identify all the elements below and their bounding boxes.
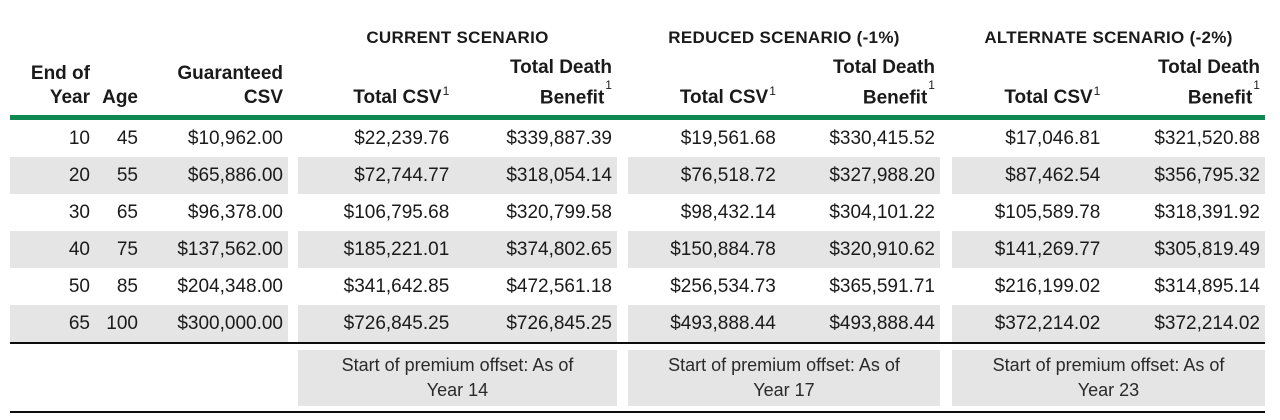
cell-year: 40: [68, 238, 90, 260]
cell-current-death-benefit: $320,799.58: [506, 201, 612, 223]
cell-current-death-benefit: $339,887.39: [506, 127, 612, 149]
cell-age: 65: [116, 201, 138, 223]
table-row: 65 100 $300,000.00 $726,845.25 $726,845.…: [10, 305, 1265, 343]
cell-alternate-total-csv: $105,589.78: [994, 201, 1101, 223]
cell-guaranteed-csv: $96,378.00: [187, 201, 283, 223]
cell-reduced-total-csv: $150,884.78: [670, 238, 776, 260]
cell-age: 85: [116, 275, 138, 297]
cell-current-death-benefit: $374,802.65: [506, 238, 612, 260]
cell-alternate-death-benefit: $305,819.49: [1154, 238, 1260, 260]
footer-spacer: [10, 350, 288, 406]
table-row: 10 45 $10,962.00 $22,239.76 $339,887.39 …: [10, 120, 1265, 157]
header-current-total-death-benefit: Total Death Benefit1: [509, 57, 612, 109]
cell-guaranteed-csv: $65,886.00: [187, 164, 283, 186]
header-end-of-year: End of Year: [30, 63, 90, 109]
cell-reduced-death-benefit: $320,910.62: [829, 238, 935, 260]
cell-current-total-csv: $341,642.85: [343, 275, 450, 297]
header-guaranteed-csv: Guaranteed CSV: [177, 63, 283, 109]
cell-current-total-csv: $22,239.76: [354, 127, 450, 149]
cell-alternate-death-benefit: $314,895.14: [1154, 275, 1260, 297]
premium-offset-alternate: Start of premium offset: As of Year 23: [952, 350, 1265, 407]
cell-current-death-benefit: $472,561.18: [506, 275, 612, 297]
table-bottom-rule: [10, 411, 1265, 414]
cell-age: 45: [116, 127, 138, 149]
scenario-title-current: CURRENT SCENARIO: [366, 28, 549, 47]
cell-reduced-death-benefit: $365,591.71: [829, 275, 935, 297]
cell-alternate-total-csv: $141,269.77: [994, 238, 1101, 260]
cell-year: 30: [68, 201, 90, 223]
header-reduced-total-death-benefit: Total Death Benefit1: [832, 57, 935, 109]
cell-alternate-total-csv: $87,462.54: [1005, 164, 1101, 186]
cell-reduced-total-csv: $493,888.44: [670, 312, 776, 334]
cell-alternate-death-benefit: $356,795.32: [1154, 164, 1260, 186]
cell-current-death-benefit: $726,845.25: [506, 312, 612, 334]
column-header-row: End of Year Age Guaranteed CSV Total CSV…: [10, 56, 1265, 110]
footnote-marker: 1: [769, 84, 776, 99]
cell-year: 50: [68, 275, 90, 297]
table-row: 50 85 $204,348.00 $341,642.85 $472,561.1…: [10, 268, 1265, 305]
header-alternate-total-csv: Total CSV 1: [952, 56, 1105, 110]
cell-reduced-death-benefit: $327,988.20: [829, 164, 935, 186]
cell-reduced-total-csv: $76,518.72: [680, 164, 776, 186]
cell-alternate-death-benefit: $321,520.88: [1154, 127, 1260, 149]
scenario-title-reduced: REDUCED SCENARIO (-1%): [668, 28, 900, 47]
scenario-comparison-table: CURRENT SCENARIO REDUCED SCENARIO (-1%) …: [10, 0, 1265, 414]
footnote-marker: 1: [928, 78, 935, 92]
cell-reduced-death-benefit: $330,415.52: [829, 127, 935, 149]
scenario-titles-row: CURRENT SCENARIO REDUCED SCENARIO (-1%) …: [10, 0, 1265, 49]
header-alternate-total-death-benefit: Total Death Benefit1: [1157, 57, 1260, 109]
cell-guaranteed-csv: $204,348.00: [177, 275, 283, 297]
cell-alternate-total-csv: $17,046.81: [1005, 127, 1101, 149]
premium-offset-current: Start of premium offset: As of Year 14: [298, 350, 617, 407]
table-row: 40 75 $137,562.00 $185,221.01 $374,802.6…: [10, 231, 1265, 269]
cell-reduced-total-csv: $19,561.68: [680, 127, 776, 149]
title-spacer: [10, 27, 288, 49]
table-body: 10 45 $10,962.00 $22,239.76 $339,887.39 …: [10, 120, 1265, 343]
cell-reduced-death-benefit: $493,888.44: [829, 312, 935, 334]
cell-reduced-death-benefit: $304,101.22: [829, 201, 935, 223]
premium-offset-row: Start of premium offset: As of Year 14 S…: [10, 350, 1265, 407]
cell-alternate-death-benefit: $318,391.92: [1154, 201, 1260, 223]
cell-current-total-csv: $185,221.01: [343, 238, 450, 260]
footnote-marker: 1: [442, 84, 450, 99]
table-row: 30 65 $96,378.00 $106,795.68 $320,799.58…: [10, 194, 1265, 231]
premium-offset-reduced: Start of premium offset: As of Year 17: [628, 350, 940, 407]
cell-age: 75: [116, 238, 138, 260]
cell-alternate-total-csv: $372,214.02: [994, 312, 1101, 334]
table-row: 20 55 $65,886.00 $72,744.77 $318,054.14 …: [10, 157, 1265, 195]
cell-current-death-benefit: $318,054.14: [506, 164, 612, 186]
cell-current-total-csv: $72,744.77: [354, 164, 450, 186]
body-bottom-rule: [10, 342, 1265, 345]
header-divider-rule: [10, 115, 1265, 121]
cell-year: 10: [68, 127, 90, 149]
cell-year: 20: [68, 164, 90, 186]
header-age: Age: [102, 87, 138, 109]
cell-guaranteed-csv: $137,562.00: [177, 238, 283, 260]
scenario-title-alternate: ALTERNATE SCENARIO (-2%): [984, 28, 1233, 47]
cell-age: 100: [106, 312, 138, 334]
cell-age: 55: [116, 164, 138, 186]
footnote-marker: 1: [1253, 78, 1260, 92]
cell-current-total-csv: $726,845.25: [343, 312, 450, 334]
cell-guaranteed-csv: $300,000.00: [177, 312, 283, 334]
cell-reduced-total-csv: $256,534.73: [670, 275, 776, 297]
cell-current-total-csv: $106,795.68: [343, 201, 450, 223]
header-current-total-csv: Total CSV 1: [298, 56, 454, 110]
cell-year: 65: [68, 312, 90, 334]
footnote-marker: 1: [1093, 84, 1101, 99]
cell-reduced-total-csv: $98,432.14: [680, 201, 776, 223]
cell-guaranteed-csv: $10,962.00: [187, 127, 283, 149]
footnote-marker: 1: [605, 78, 612, 92]
header-reduced-total-csv: Total CSV 1: [628, 56, 781, 110]
cell-alternate-death-benefit: $372,214.02: [1154, 312, 1260, 334]
cell-alternate-total-csv: $216,199.02: [994, 275, 1101, 297]
